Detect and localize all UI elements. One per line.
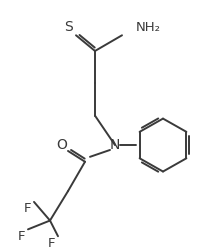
Text: N: N xyxy=(110,138,120,152)
Text: S: S xyxy=(64,20,72,34)
Text: F: F xyxy=(17,230,25,243)
Text: NH₂: NH₂ xyxy=(136,21,161,34)
Text: O: O xyxy=(56,138,67,152)
Text: F: F xyxy=(47,236,55,250)
Text: F: F xyxy=(23,202,31,215)
